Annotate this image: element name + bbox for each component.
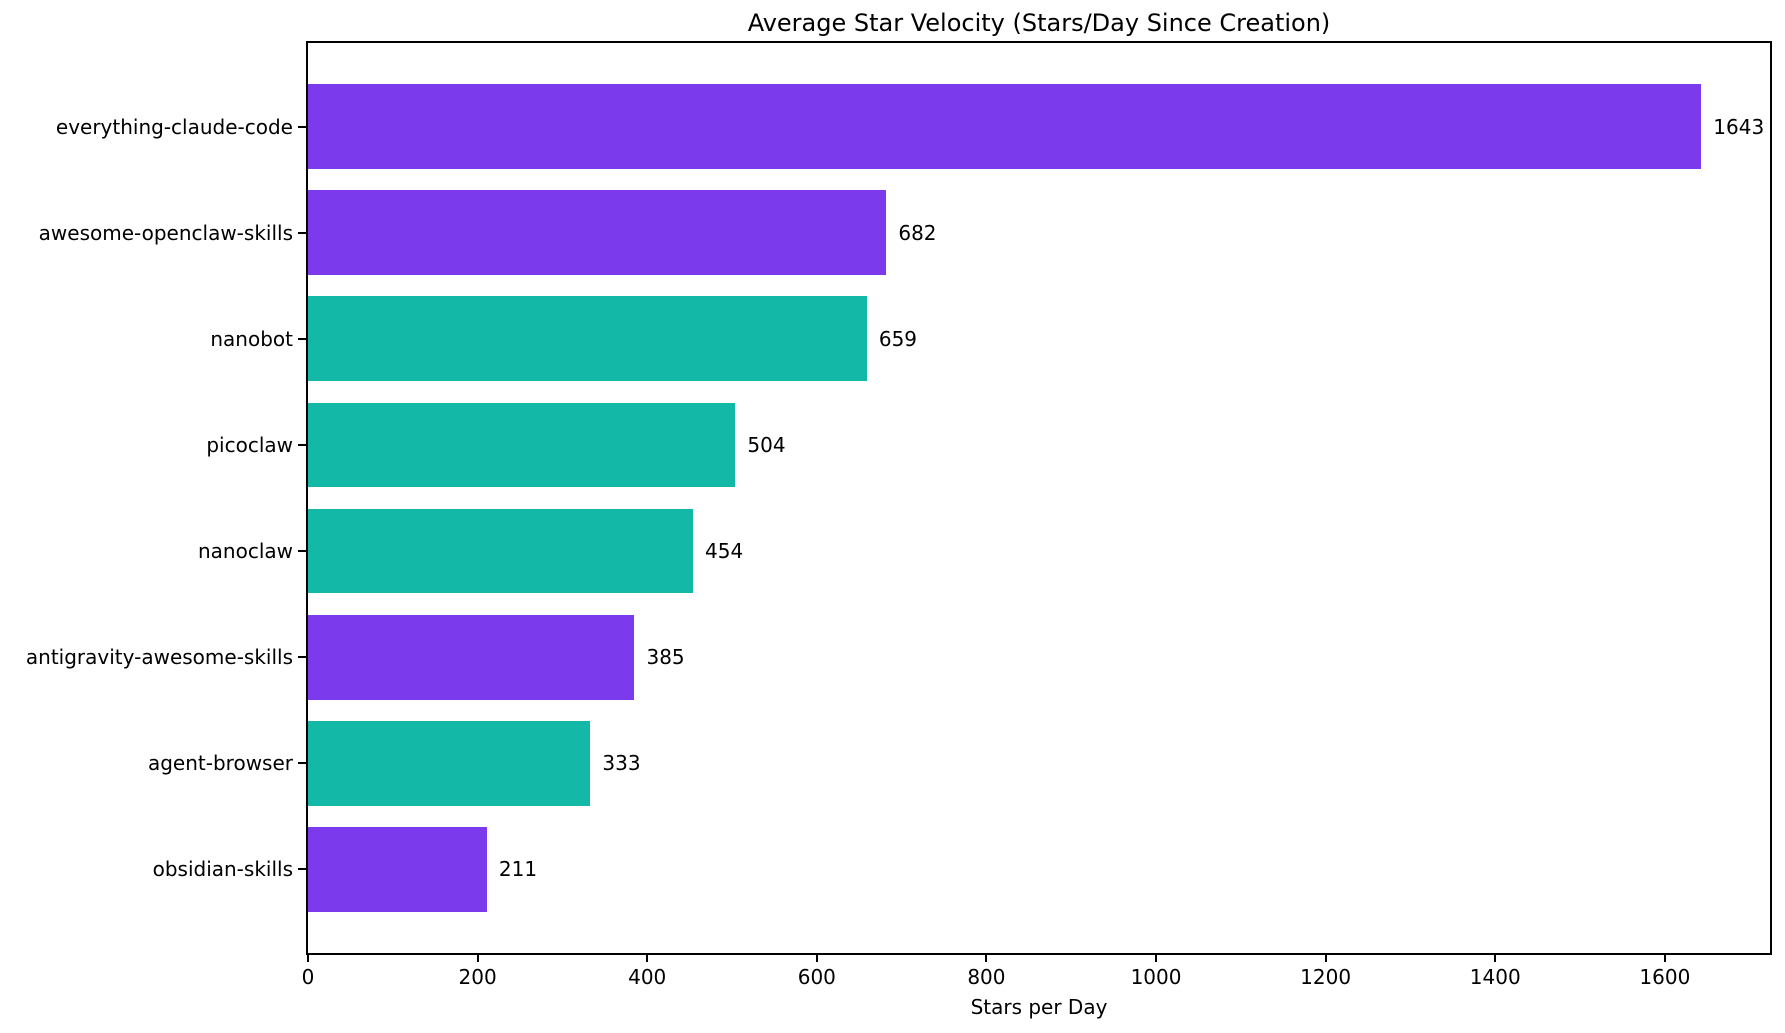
bar-nanoclaw (308, 508, 693, 594)
bar-everything-claude-code (308, 84, 1702, 170)
chart-title: Average Star Velocity (Stars/Day Since C… (747, 9, 1331, 37)
x-tick-mark (1663, 955, 1666, 962)
x-tick-label: 1600 (1639, 965, 1691, 989)
y-tick-label-antigravity-awesome-skills: antigravity-awesome-skills (25, 645, 293, 670)
x-tick-label: 0 (301, 965, 315, 989)
bar-value-label: 504 (747, 432, 786, 457)
x-tick-mark (1155, 955, 1158, 962)
x-tick-mark (1324, 955, 1327, 962)
x-axis-label: Stars per Day (970, 995, 1108, 1019)
y-tick-mark (298, 550, 306, 553)
y-tick-mark (298, 231, 306, 234)
bar-value-label: 454 (705, 539, 744, 564)
y-tick-label-agent-browser: agent-browser (147, 751, 293, 776)
plot-area: 1643 682 659 504 454 385 333 211 (306, 41, 1772, 955)
y-tick-mark (298, 125, 306, 128)
x-tick-label: 800 (967, 965, 1006, 989)
x-tick-label: 600 (797, 965, 836, 989)
y-tick-label-picoclaw: picoclaw (206, 432, 293, 457)
y-tick-label-awesome-openclaw-skills: awesome-openclaw-skills (38, 220, 293, 245)
x-tick-label: 1400 (1469, 965, 1521, 989)
x-tick-label: 1000 (1130, 965, 1182, 989)
bar-value-label: 333 (602, 751, 641, 776)
y-tick-mark (298, 443, 306, 446)
x-tick-mark (476, 955, 479, 962)
x-tick-mark (307, 955, 309, 962)
bar-awesome-openclaw-skills (308, 190, 887, 276)
x-tick-label: 1200 (1300, 965, 1352, 989)
bar-picoclaw (308, 402, 736, 488)
y-tick-label-nanoclaw: nanoclaw (197, 539, 293, 564)
y-tick-label-obsidian-skills: obsidian-skills (152, 857, 293, 882)
bar-value-label: 211 (498, 857, 538, 882)
x-tick-label: 200 (458, 965, 497, 989)
y-tick-mark (298, 656, 306, 659)
x-tick-mark (815, 955, 818, 962)
x-tick-mark (1494, 955, 1497, 962)
bar-antigravity-awesome-skills (308, 614, 635, 700)
y-tick-label-everything-claude-code: everything-claude-code (55, 114, 293, 139)
y-tick-mark (298, 868, 306, 871)
bar-value-label: 1643 (1713, 114, 1765, 139)
bar-agent-browser (308, 720, 591, 806)
x-tick-label: 400 (628, 965, 667, 989)
bar-value-label: 659 (878, 326, 918, 351)
x-tick-mark (646, 955, 649, 962)
x-tick-mark (985, 955, 988, 962)
bar-nanobot (308, 296, 867, 382)
bar-value-label: 385 (646, 645, 685, 670)
y-tick-mark (298, 337, 306, 340)
y-tick-label-nanobot: nanobot (210, 326, 293, 351)
bar-value-label: 682 (898, 220, 937, 245)
bar-obsidian-skills (308, 826, 487, 912)
y-tick-mark (298, 762, 306, 765)
